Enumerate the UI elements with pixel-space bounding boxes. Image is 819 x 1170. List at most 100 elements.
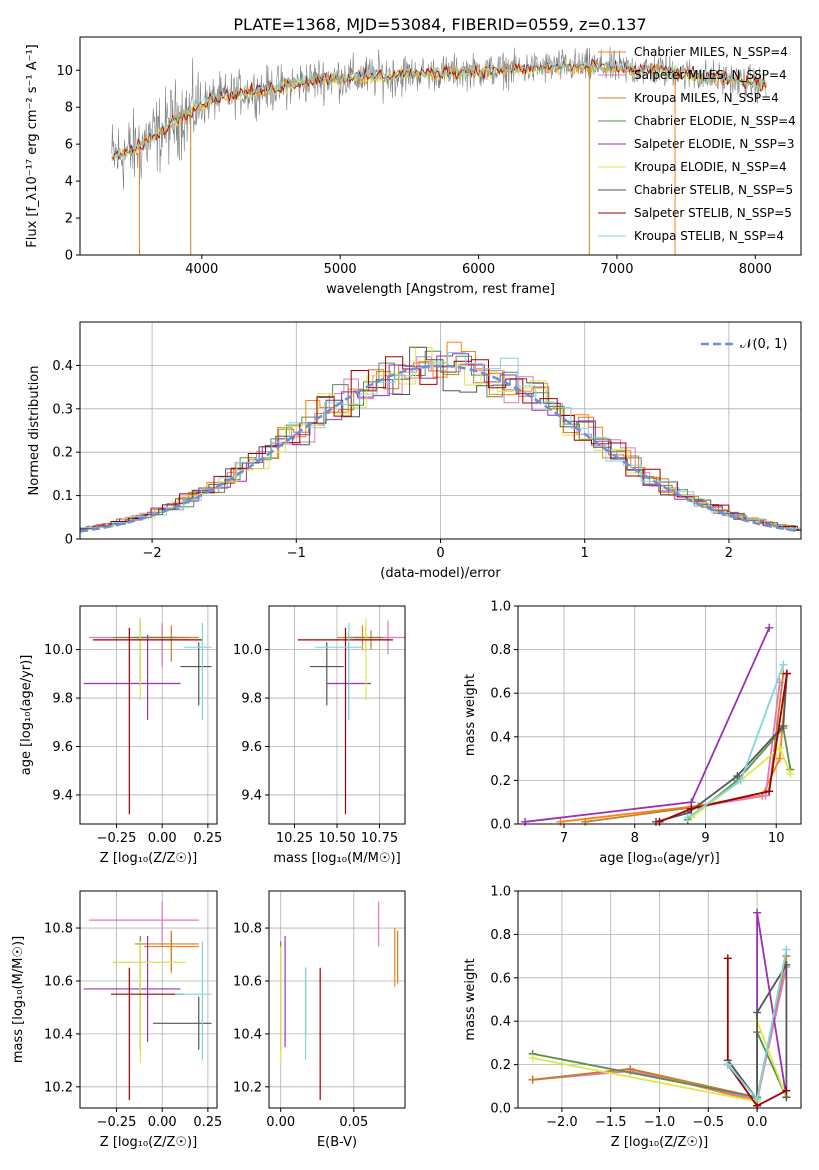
- normal-curve: [80, 364, 799, 533]
- series-line: [726, 958, 787, 1107]
- axes-frame: [268, 890, 406, 1109]
- axes-frame: [79, 321, 802, 540]
- x-tick-label: 0.0: [747, 1115, 768, 1130]
- y-tick-label: 9.4: [241, 788, 262, 803]
- y-tick-label: 0.0: [490, 1102, 511, 1117]
- series-marker: [736, 776, 745, 785]
- series-marker: [687, 804, 696, 813]
- y-tick-label: 9.8: [241, 692, 262, 707]
- x-tick-label: −1: [287, 546, 306, 561]
- x-tick-label: 0.05: [339, 1115, 368, 1130]
- x-tick-label: −0.25: [97, 1115, 137, 1130]
- age_vs_mass-axes: 10.25 10.50 10.75 9.4 9.6 9.8 10.0 mass [log₁₀(…: [233, 606, 405, 866]
- mass_weight_vs_Z-series: [528, 908, 791, 1110]
- y-tick-label: 10.6: [44, 974, 73, 989]
- y-tick-label: 0: [65, 533, 73, 548]
- x-axis-label: age [log₁₀(age/yr)]: [599, 851, 720, 866]
- legend-label: Chabrier STELIB, N_SSP=5: [634, 183, 793, 197]
- y-tick-label: 8: [65, 101, 73, 116]
- y-tick-label: 0.2: [52, 446, 73, 461]
- series-marker: [782, 945, 791, 954]
- mass_weight_vs_age-series: [521, 623, 795, 826]
- series-line: [690, 746, 792, 819]
- y-axis-label: Normed distribution: [27, 366, 42, 496]
- residual-histogram: [80, 347, 801, 531]
- x-tick-label: 5000: [324, 262, 357, 277]
- legend-label: Chabrier MILES, N_SSP=4: [634, 45, 788, 59]
- y-tick-label: 10.0: [44, 643, 73, 658]
- x-axis-label: Z [log₁₀(Z/Z☉)]: [100, 851, 197, 866]
- x-tick-label: −1.5: [595, 1115, 627, 1130]
- series-marker: [683, 813, 692, 822]
- mass_vs_ebv-points: [280, 901, 399, 1101]
- x-tick-label: 9: [701, 831, 709, 846]
- x-tick-label: −2: [143, 546, 162, 561]
- y-tick-label: 10.4: [233, 1027, 262, 1042]
- legend-label: Kroupa STELIB, N_SSP=4: [634, 229, 784, 243]
- series-marker: [528, 1075, 537, 1084]
- x-tick-label: 10.50: [318, 831, 355, 846]
- axes-frame: [79, 36, 802, 256]
- y-tick-label: 2: [65, 212, 73, 227]
- spectrum-legend: Chabrier MILES, N_SSP=4 Salpeter MILES, N…: [598, 45, 796, 243]
- y-tick-label: 9.6: [52, 740, 73, 755]
- series-marker: [765, 787, 774, 796]
- series-marker: [733, 772, 742, 781]
- mass_weight_vs_age-axes: 7 8 9 10 0.0 0.2 0.4 0.6 0.8 1.0 age [log₁₀(age/yr…: [463, 600, 801, 866]
- x-tick-label: 0.25: [193, 1115, 222, 1130]
- y-tick-label: 0.6: [490, 971, 511, 986]
- y-axis-label: mass [log₁₀(M/M☉)]: [11, 936, 26, 1063]
- series-marker: [753, 1095, 762, 1104]
- x-tick-label: 0.25: [193, 831, 222, 846]
- y-tick-label: 10: [56, 64, 73, 79]
- axes-frame: [268, 605, 406, 825]
- legend-label: Kroupa MILES, N_SSP=4: [634, 91, 779, 105]
- series-marker: [779, 660, 788, 669]
- y-tick-label: 0.4: [52, 359, 73, 374]
- mass_weight_vs_Z-axes: −2.0 −1.5 −1.0 −0.5 0.0 0.0 0.2 0.4 0.6 0.8 1.0 Z […: [463, 885, 801, 1150]
- y-axis-label: Flux [f_λ10⁻¹⁷ erg cm⁻² s⁻¹ A⁻¹]: [25, 44, 40, 248]
- series-marker: [528, 1054, 537, 1063]
- age_vs_mass-points: [297, 618, 405, 815]
- x-tick-label: −2.0: [546, 1115, 578, 1130]
- y-tick-label: 0.6: [490, 687, 511, 702]
- x-tick-label: 10: [768, 831, 785, 846]
- x-axis-label: Z [log₁₀(Z/Z☉)]: [611, 1135, 708, 1150]
- y-axis-label: mass weight: [463, 958, 478, 1040]
- x-tick-label: 0.00: [266, 1115, 295, 1130]
- axes-frame: [517, 890, 802, 1109]
- y-tick-label: 0.4: [490, 1015, 511, 1030]
- y-tick-label: 10.4: [44, 1027, 73, 1042]
- series-marker: [782, 669, 791, 678]
- y-tick-label: 0: [65, 249, 73, 264]
- x-tick-label: 0.00: [148, 1115, 177, 1130]
- series-line: [659, 673, 788, 823]
- x-tick-label: 10.75: [361, 831, 398, 846]
- series-marker: [753, 1008, 762, 1017]
- series-marker: [775, 743, 784, 752]
- y-tick-label: 10.2: [233, 1080, 262, 1095]
- y-tick-label: 0.1: [52, 489, 73, 504]
- y-tick-label: 4: [65, 175, 73, 190]
- model-spectrum: [111, 59, 767, 161]
- x-axis-label: wavelength [Angstrom, rest frame]: [326, 282, 555, 297]
- mass_vs_Z-axes: −0.25 0.00 0.25 10.2 10.4 10.6 10.8 Z [log₁₀(Z/…: [11, 891, 222, 1150]
- x-axis-label: Z [log₁₀(Z/Z☉)]: [100, 1135, 197, 1150]
- series-marker: [723, 1060, 732, 1069]
- axes-frame: [79, 890, 218, 1109]
- y-tick-label: 0.2: [490, 774, 511, 789]
- axes-frame: [79, 605, 218, 825]
- legend-label: Salpeter MILES, N_SSP=4: [634, 68, 787, 82]
- x-tick-label: −1.0: [644, 1115, 676, 1130]
- residual-histogram: [80, 341, 801, 531]
- series-marker: [775, 754, 784, 763]
- x-tick-label: 7000: [600, 262, 633, 277]
- y-tick-label: 9.8: [52, 692, 73, 707]
- residual-histograms: [80, 341, 801, 533]
- age_vs_Z-axes: −0.25 0.00 0.25 9.4 9.6 9.8 10.0 Z [log₁₀(Z/Z☉)…: [19, 606, 222, 866]
- series-marker: [786, 769, 795, 778]
- x-tick-label: 2: [725, 546, 733, 561]
